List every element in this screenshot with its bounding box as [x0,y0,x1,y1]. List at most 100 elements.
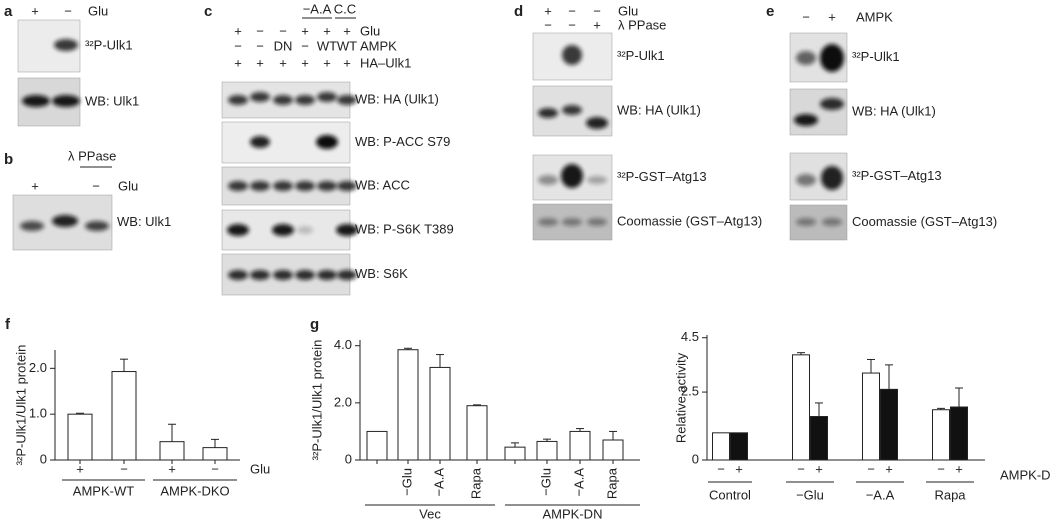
band [250,181,270,191]
band [794,114,818,126]
lane-symbol: − [802,9,810,24]
band [538,175,558,185]
bar [810,416,828,461]
x-axis-label: Glu [250,461,270,476]
band [250,136,270,148]
treatment-label: λ PPase [68,148,116,163]
bar [159,441,185,461]
band [337,270,357,280]
panel-letter: d [514,3,523,20]
band [587,218,607,226]
lane-symbol: + [279,55,287,70]
lane-symbol: + [593,17,601,32]
panel-letter: f [5,316,11,333]
blot-label: WB: P-ACC S79 [355,134,450,149]
series-symbol: − [937,461,945,476]
panel-letter: a [4,3,13,20]
band [273,270,293,280]
series-symbol: + [735,461,743,476]
band [337,181,357,191]
lane-symbol: + [31,3,39,18]
blot-label: WB: Ulk1 [117,214,171,229]
row-label: Glu [360,23,380,38]
bar [950,406,968,461]
x-tick-label: Control [709,487,751,502]
lane-symbol: + [234,55,242,70]
band [273,181,293,191]
band [22,95,50,107]
bar [602,439,624,461]
bar [932,409,950,461]
band [562,218,582,226]
series-symbol: + [955,461,963,476]
lane-symbol: − [568,17,576,32]
bar [536,440,558,461]
column-header: C.C [334,1,356,16]
x-tick-label: Rapa [604,467,619,499]
lane-symbol: − [301,38,309,53]
blot-label: WB: P-S6K T389 [355,221,454,236]
band [20,221,44,231]
group-label: AMPK-DN [543,506,603,521]
row-label: AMPK [360,38,397,53]
lane-symbol: WT [317,38,337,53]
bar [792,354,810,461]
band [52,215,78,227]
blot [789,88,848,136]
lane-symbol: + [343,23,351,38]
x-tick-label: −A.A [431,468,446,497]
column-header: −A.A [303,1,332,16]
band [538,108,558,118]
lane-symbol: − [64,3,72,18]
lane-symbol: + [323,55,331,70]
band [295,95,315,105]
bar [880,388,898,461]
blot-label: WB: HA (Ulk1) [852,103,936,118]
y-axis-label: ³²P-Ulk1/Ulk1 protein [13,345,28,466]
band [587,176,607,184]
lane-symbol: − [568,3,576,18]
lane-symbol: + [343,55,351,70]
x-tick-label: − [120,461,128,476]
blot-label: WB: ACC [355,177,410,192]
band [796,174,816,186]
band [295,270,315,280]
bar [67,413,93,461]
lane-symbol: + [31,178,39,193]
x-tick-label: −A.A [571,468,586,497]
y-tick-label: 2.0 [334,394,352,409]
bar [712,432,730,461]
band [250,92,270,102]
row-label: λ PPase [618,17,666,32]
lane-symbol: + [323,23,331,38]
band [821,166,843,190]
bar [730,432,748,461]
band [52,95,80,107]
bar [862,372,880,461]
band [316,135,338,149]
row-label: AMPK [856,9,893,24]
band [54,39,78,51]
band [538,218,558,226]
lane-symbol: − [593,3,601,18]
y-axis-label: ³²P-Ulk1/Ulk1 protein [309,340,324,461]
band [273,95,293,105]
band [562,105,582,115]
blot-label: ³²P-Ulk1 [617,48,665,63]
lane-symbol: − [92,178,100,193]
blot-label: WB: S6K [355,266,408,281]
band [317,270,337,280]
y-axis-label: Relative activity [673,352,688,443]
x-tick-label: −Glu [399,468,414,496]
series-symbol: + [815,461,823,476]
lane-symbol: + [301,23,309,38]
bar [504,446,526,461]
band [297,226,313,234]
band [586,117,608,129]
x-tick-label: Rapa [468,467,483,499]
series-symbol: + [885,461,893,476]
lane-symbol: − [279,23,287,38]
x-tick-label: − [211,461,219,476]
band [228,270,248,280]
lane-symbol: + [256,55,264,70]
